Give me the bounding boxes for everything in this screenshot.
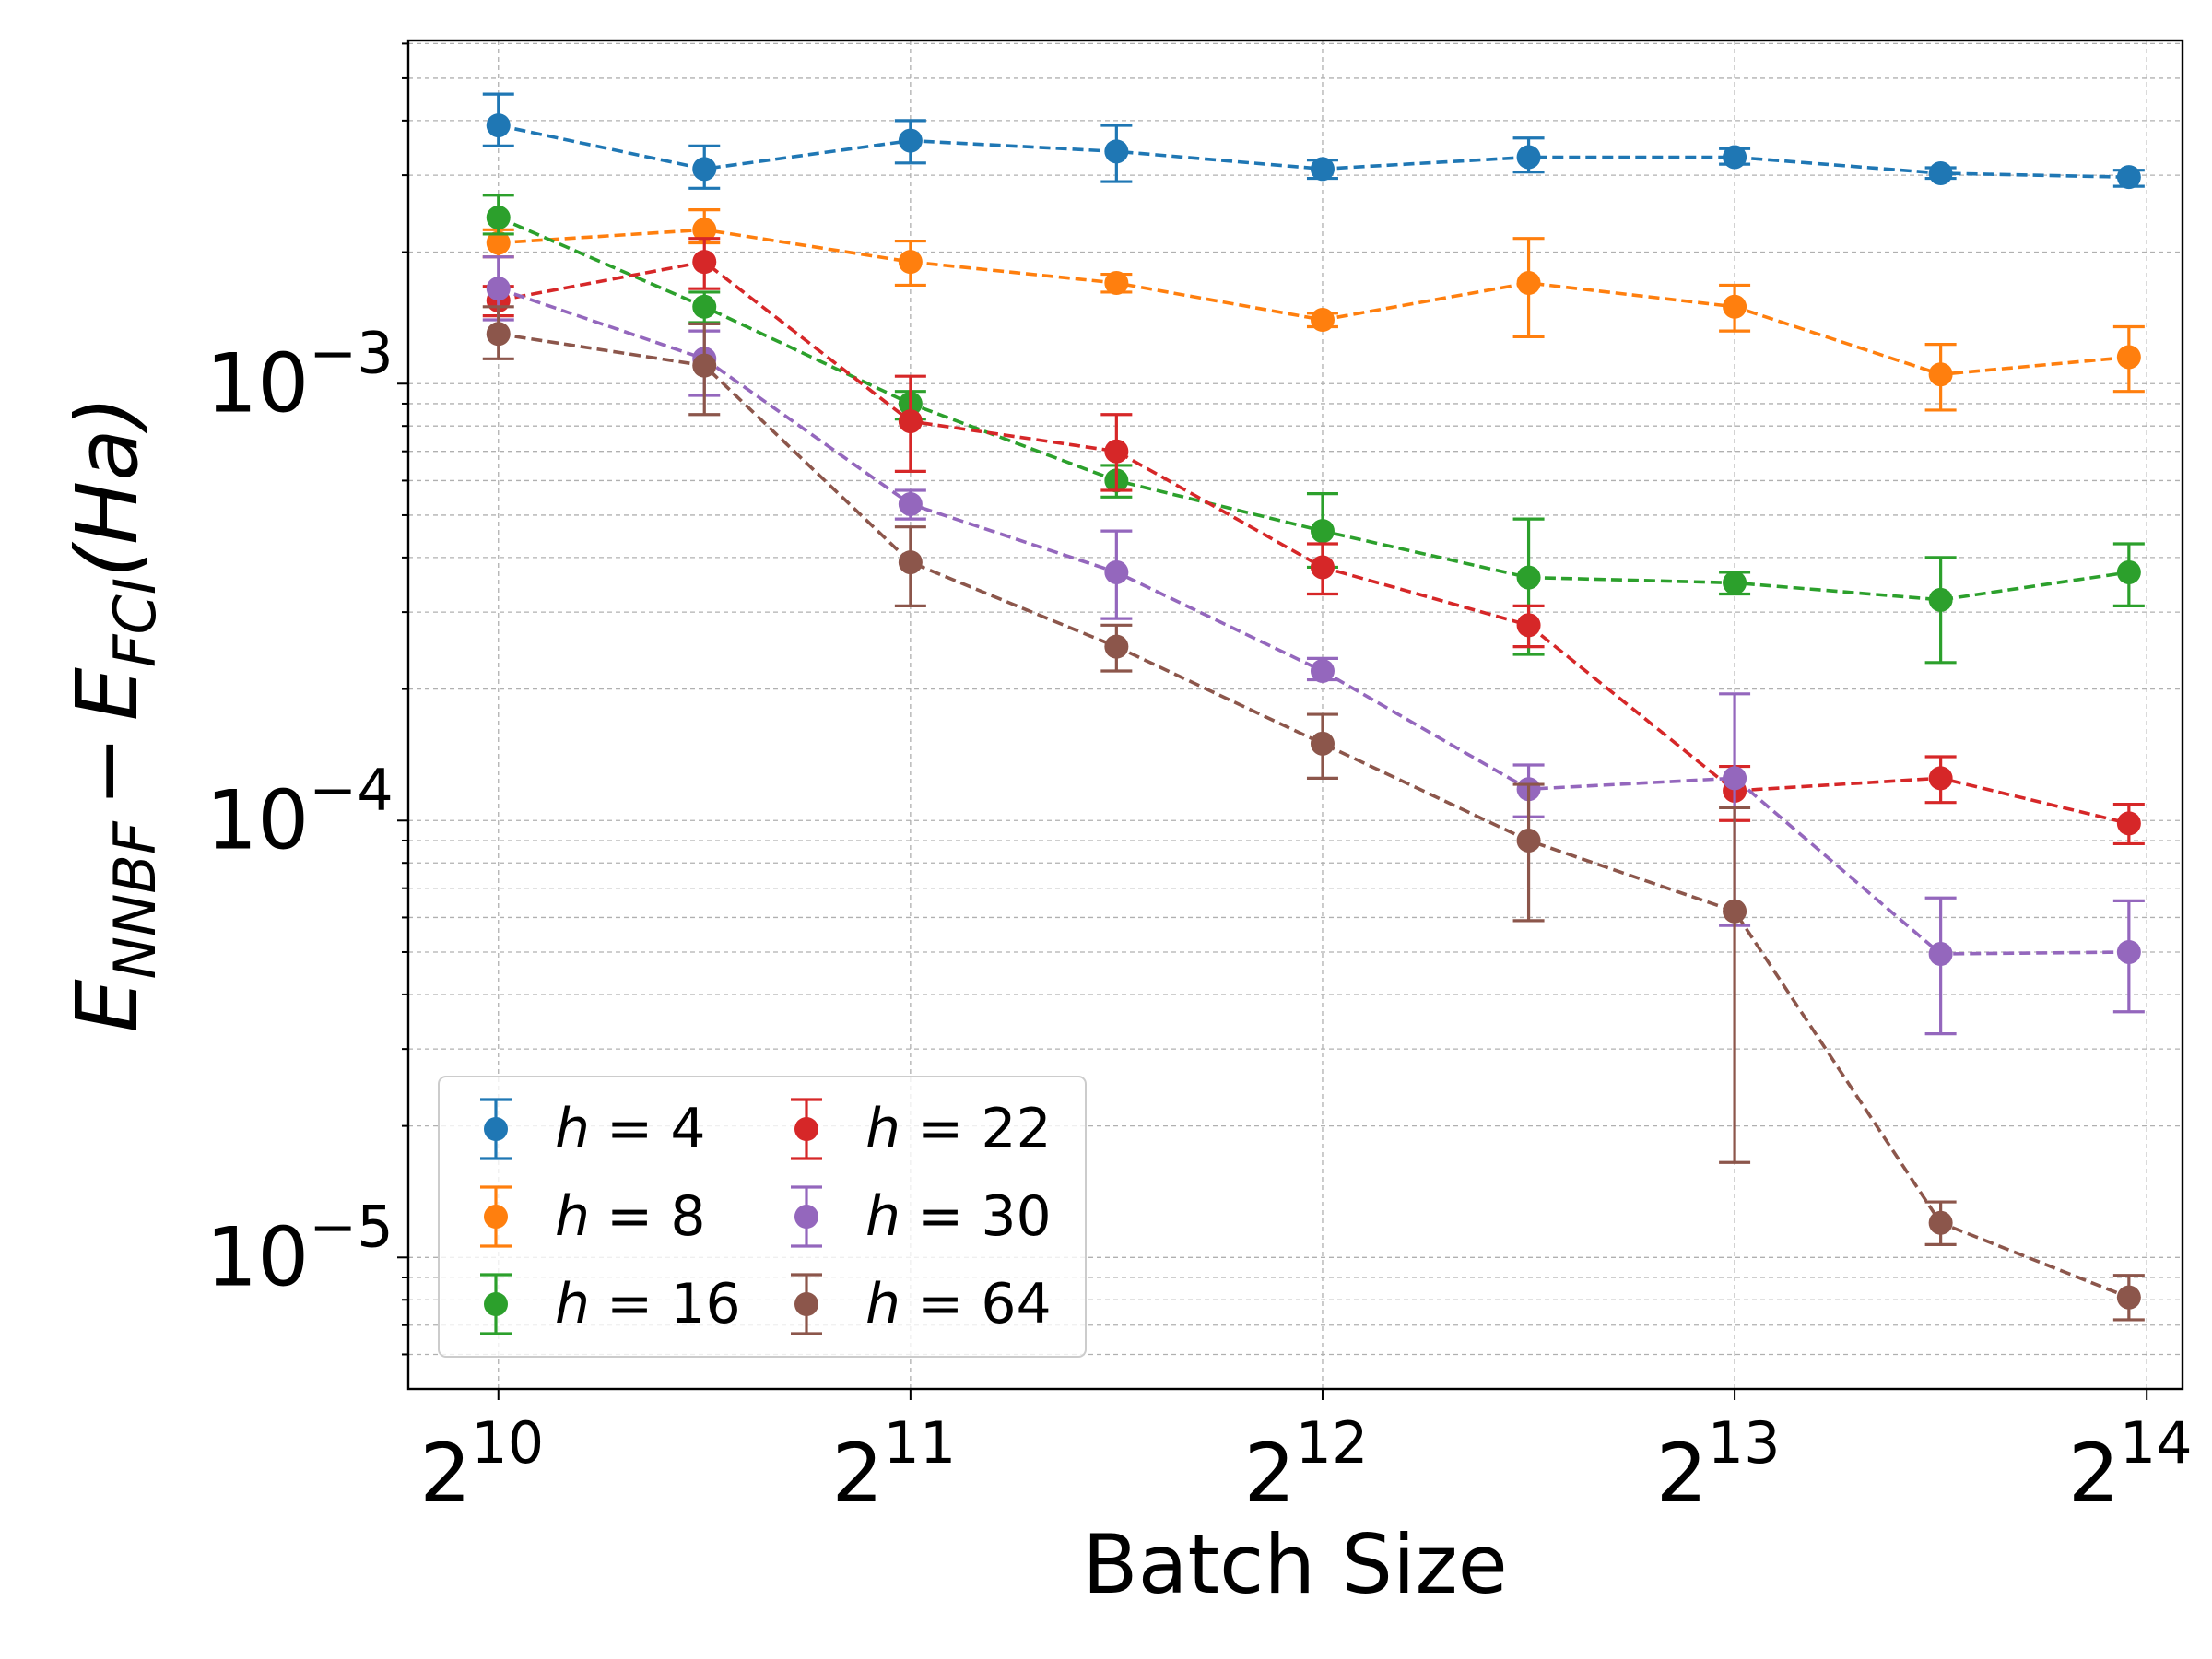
legend-marker	[794, 1292, 818, 1316]
data-point	[692, 157, 717, 182]
data-point	[2116, 559, 2141, 584]
y-label-unit: (Ha)	[58, 396, 157, 578]
legend-marker	[484, 1292, 508, 1316]
y-tick-label: 10−3	[206, 319, 393, 430]
legend-marker	[484, 1205, 508, 1229]
data-point	[1104, 139, 1129, 164]
x-axis-label: Batch Size	[1082, 1517, 1508, 1612]
legend-label: h = 16	[555, 1272, 741, 1336]
data-point	[1928, 1210, 1953, 1235]
data-point	[2116, 1285, 2141, 1310]
axis-ticks: 210 211 212 213 214 10−5 10−4 10−3	[206, 42, 2193, 1521]
x-tick-label: 212	[1244, 1409, 1369, 1521]
legend: h = 4 h = 8 h = 16 h = 22 h = 30 h = 64	[438, 1076, 1087, 1358]
data-point	[692, 294, 717, 319]
legend-label: h = 4	[555, 1097, 706, 1161]
data-point	[486, 276, 511, 301]
plot-frame	[406, 39, 2184, 1391]
x-tick-label: 211	[831, 1409, 956, 1521]
data-point	[692, 250, 717, 275]
data-point	[1928, 766, 1953, 791]
data-point	[1104, 439, 1129, 464]
data-point	[1310, 555, 1335, 580]
data-point	[1310, 157, 1335, 182]
y-axis-label: ENNBF−EFCI(Ha)	[58, 396, 169, 1033]
data-point	[1928, 587, 1953, 612]
legend-marker	[794, 1117, 818, 1141]
series-1	[482, 92, 2145, 190]
legend-entry-6: h = 64	[791, 1272, 1052, 1336]
y-label-sub2: FCI	[101, 578, 169, 667]
legend-marker	[484, 1117, 508, 1141]
x-tick-label: 210	[419, 1409, 544, 1521]
y-tick-label: 10−5	[206, 1193, 393, 1304]
legend-entry-5: h = 30	[791, 1184, 1052, 1249]
data-point	[1310, 658, 1335, 683]
svg-text:ENNBF−EFCI(Ha): ENNBF−EFCI(Ha)	[58, 396, 169, 1033]
data-point	[898, 550, 923, 575]
legend-entry-4: h = 22	[791, 1097, 1052, 1161]
data-point	[1310, 731, 1335, 756]
series-5	[482, 255, 2145, 1036]
data-point	[1310, 307, 1335, 332]
y-tick-label: 10−4	[206, 756, 393, 867]
data-point	[1104, 271, 1129, 296]
data-point	[2116, 811, 2141, 836]
data-point	[1310, 519, 1335, 544]
data-point	[486, 206, 511, 230]
y-label-sub1: NNBF	[101, 820, 169, 979]
data-point	[1723, 571, 1747, 595]
data-point	[1723, 899, 1747, 924]
data-point	[692, 353, 717, 378]
data-point	[1928, 942, 1953, 967]
data-point	[486, 322, 511, 347]
series-line	[498, 332, 2130, 1300]
y-label-e2: E	[58, 667, 157, 721]
data-point	[692, 218, 717, 242]
data-point	[2116, 165, 2141, 190]
legend-label: h = 8	[555, 1184, 706, 1249]
legend-entry-2: h = 8	[480, 1184, 706, 1249]
data-point	[1723, 294, 1747, 319]
legend-entry-3: h = 16	[480, 1272, 741, 1336]
series-group	[482, 92, 2145, 1322]
data-point	[1516, 145, 1541, 170]
data-point	[1516, 828, 1541, 853]
legend-marker	[794, 1205, 818, 1229]
legend-label: h = 22	[865, 1097, 1052, 1161]
data-point	[1104, 634, 1129, 659]
legend-frame	[438, 1076, 1087, 1358]
data-point	[486, 230, 511, 255]
data-point	[1104, 559, 1129, 584]
data-point	[486, 113, 511, 138]
data-point	[2116, 345, 2141, 370]
data-point	[1928, 362, 1953, 387]
data-point	[1516, 613, 1541, 638]
legend-label: h = 30	[865, 1184, 1052, 1249]
data-point	[1723, 145, 1747, 170]
x-tick-label: 213	[1656, 1409, 1781, 1521]
data-point	[1516, 565, 1541, 590]
data-point	[898, 491, 923, 516]
series-6	[482, 305, 2145, 1322]
data-point	[898, 128, 923, 153]
data-point	[898, 250, 923, 275]
y-label-minus: −	[58, 735, 157, 806]
data-point	[1723, 766, 1747, 791]
data-point	[2116, 939, 2141, 964]
x-tick-label: 214	[2068, 1409, 2193, 1521]
legend-entry-1: h = 4	[480, 1097, 706, 1161]
data-point	[898, 409, 923, 434]
data-point	[1928, 161, 1953, 186]
data-point	[1516, 271, 1541, 296]
y-label-e1: E	[58, 979, 157, 1032]
legend-label: h = 64	[865, 1272, 1052, 1336]
